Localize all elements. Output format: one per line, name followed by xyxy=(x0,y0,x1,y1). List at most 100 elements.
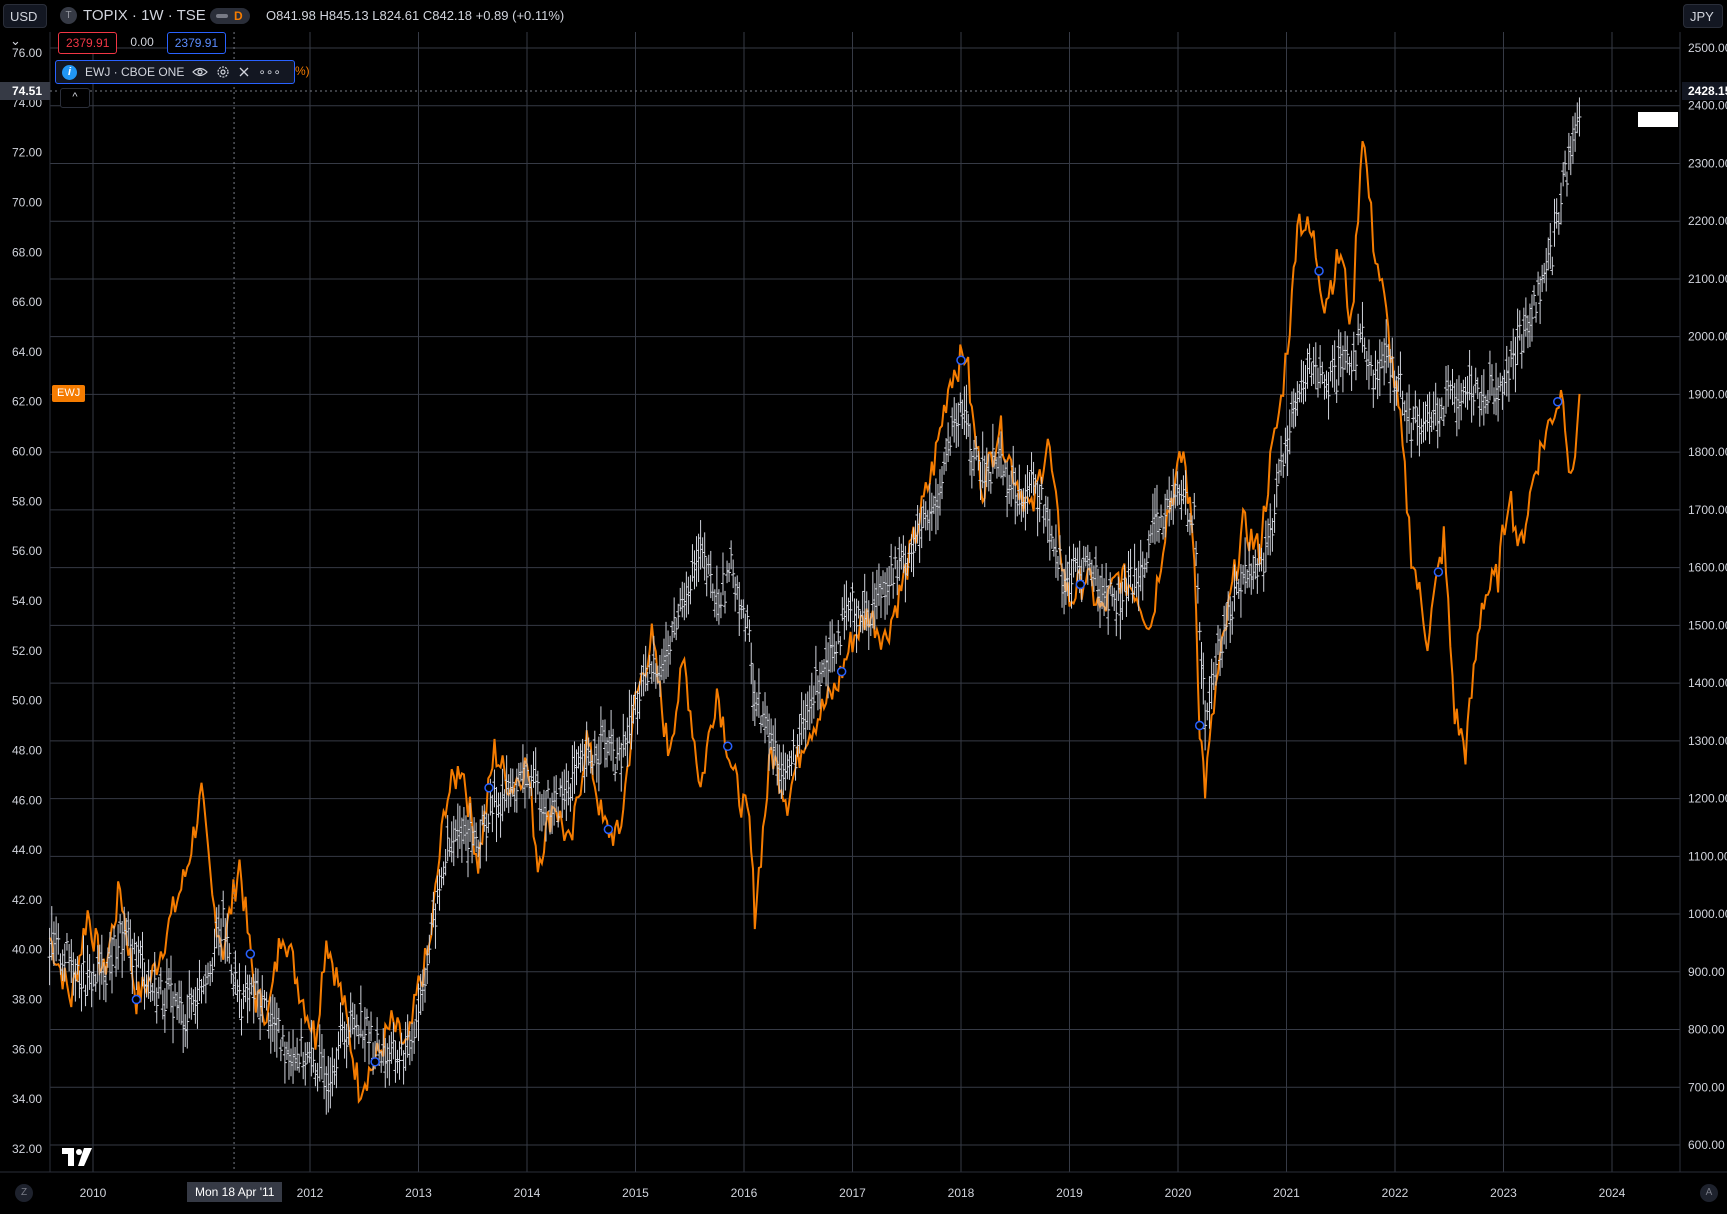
x-axis-tick-label: 2014 xyxy=(514,1186,541,1200)
left-axis-tick-label: 44.00 xyxy=(12,843,42,857)
ewj-series xyxy=(48,140,1581,1104)
x-axis-tick-label: 2023 xyxy=(1490,1186,1517,1200)
right-axis-tick-label: 1300.00 xyxy=(1688,734,1727,748)
ask-price-box[interactable]: 2379.91 xyxy=(166,32,227,54)
bid-price-box[interactable]: 2379.91 xyxy=(58,32,118,54)
right-axis-tick-label: 2100.00 xyxy=(1688,272,1727,286)
legend-label: EWJ · CBOE ONE xyxy=(85,65,185,79)
currency-selector-left[interactable]: USD ⌄ xyxy=(3,4,47,48)
crosshair xyxy=(50,32,1680,1172)
right-axis-tick-label: 1000.00 xyxy=(1688,907,1727,921)
event-marker xyxy=(836,666,847,677)
left-axis-tick-label: 72.00 xyxy=(12,146,42,160)
right-axis-tick-label: 900.00 xyxy=(1688,965,1725,979)
crosshair-right-price: 2428.15 xyxy=(1682,82,1727,100)
right-axis-tick-label: 1800.00 xyxy=(1688,445,1727,459)
symbol-title-text: TOPIX · 1W · TSE xyxy=(83,7,206,24)
x-axis-tick-label: 2016 xyxy=(731,1186,758,1200)
event-marker xyxy=(1553,396,1563,407)
right-axis-tick-label: 1500.00 xyxy=(1688,618,1727,632)
event-marker xyxy=(1314,266,1324,276)
x-axis-tick-label: 2013 xyxy=(405,1186,432,1200)
x-axis-tick-label: 2019 xyxy=(1056,1186,1083,1200)
chevron-down-icon: ⌄ xyxy=(10,33,21,48)
info-icon[interactable]: i xyxy=(62,64,77,80)
currency-selector-right[interactable]: JPY xyxy=(1683,4,1723,28)
left-axis-tick-label: 36.00 xyxy=(12,1042,42,1056)
chart-header: USD ⌄ T TOPIX · 1W · TSE D O841.98 H845.… xyxy=(0,0,1727,48)
legend-tail: %) xyxy=(295,64,310,78)
right-axis-tick-label: 2300.00 xyxy=(1688,156,1727,170)
x-axis-tick-label: 2020 xyxy=(1165,1186,1192,1200)
toggle-icon xyxy=(216,14,228,18)
left-axis-tick-label: 54.00 xyxy=(12,594,42,608)
collapse-legend-button[interactable]: ^ xyxy=(60,88,90,108)
gear-icon[interactable] xyxy=(216,65,230,79)
x-axis-tick-label: 2021 xyxy=(1273,1186,1300,1200)
event-marker xyxy=(1075,579,1086,590)
tradingview-logo[interactable] xyxy=(62,1148,94,1171)
chart-grid xyxy=(0,32,1727,1173)
event-marker xyxy=(484,783,494,793)
event-marker xyxy=(722,741,733,752)
ewj-line xyxy=(48,140,1581,1104)
left-axis-tick-label: 32.00 xyxy=(12,1142,42,1156)
left-axis-tick-label: 76.00 xyxy=(12,46,42,60)
left-axis-tick-label: 68.00 xyxy=(12,245,42,259)
ewj-legend-row[interactable]: i EWJ · CBOE ONE ∘∘∘ xyxy=(55,60,295,84)
left-axis-tick-label: 66.00 xyxy=(12,295,42,309)
right-axis-tick-label: 2500.00 xyxy=(1688,41,1727,55)
right-axis-tick-label: 2400.00 xyxy=(1688,99,1727,113)
left-axis-tick-label: 42.00 xyxy=(12,893,42,907)
symbol-title[interactable]: T TOPIX · 1W · TSE xyxy=(60,7,206,24)
left-axis-tick-label: 64.00 xyxy=(12,345,42,359)
event-marker xyxy=(603,824,614,835)
right-axis-tick-label: 1700.00 xyxy=(1688,503,1727,517)
last-price-label-box xyxy=(1638,112,1678,127)
x-axis-tick-label: 2024 xyxy=(1599,1186,1626,1200)
right-axis-tick-label: 1600.00 xyxy=(1688,561,1727,575)
left-axis-tick-label: 56.00 xyxy=(12,544,42,558)
x-axis-tick-label: 2012 xyxy=(297,1186,324,1200)
currency-label: USD xyxy=(10,9,38,24)
zoom-button[interactable]: Z xyxy=(15,1184,33,1202)
left-axis-tick-label: 58.00 xyxy=(12,494,42,508)
left-axis-tick-label: 46.00 xyxy=(12,793,42,807)
left-axis-tick-label: 60.00 xyxy=(12,445,42,459)
left-axis-tick-label: 70.00 xyxy=(12,195,42,209)
x-axis-tick-label: 2010 xyxy=(80,1186,107,1200)
event-marker xyxy=(1194,720,1205,731)
x-axis-tick-label: 2015 xyxy=(622,1186,649,1200)
left-axis-tick-label: 48.00 xyxy=(12,743,42,757)
right-axis-tick-label: 700.00 xyxy=(1688,1080,1725,1094)
ohlc-readout: O841.98 H845.13 L824.61 C842.18 +0.89 (+… xyxy=(266,8,565,23)
right-axis-tick-label: 1100.00 xyxy=(1688,849,1727,863)
left-axis-tick-label: 34.00 xyxy=(12,1092,42,1106)
auto-scale-button[interactable]: A xyxy=(1700,1184,1718,1202)
left-axis-tick-label: 38.00 xyxy=(12,993,42,1007)
eye-icon[interactable] xyxy=(192,66,209,78)
left-axis-tick-label: 62.00 xyxy=(12,395,42,409)
event-marker xyxy=(956,355,966,365)
x-axis-tick-label: 2018 xyxy=(948,1186,975,1200)
event-marker xyxy=(131,994,142,1005)
crosshair-left-price: 74.51 xyxy=(0,82,51,100)
left-axis-tick-label: 40.00 xyxy=(12,943,42,957)
ewj-last-price-tag: EWJ xyxy=(52,385,86,402)
right-axis-tick-label: 800.00 xyxy=(1688,1023,1725,1037)
more-options-icon[interactable]: ∘∘∘ xyxy=(258,65,281,79)
price-boxes: 2379.91 0.00 2379.91 xyxy=(58,32,227,54)
right-axis-tick-label: 1400.00 xyxy=(1688,676,1727,690)
left-axis-tick-label: 52.00 xyxy=(12,644,42,658)
event-markers xyxy=(131,266,1563,1067)
close-icon[interactable] xyxy=(238,66,250,78)
right-axis-tick-label: 1900.00 xyxy=(1688,387,1727,401)
event-marker xyxy=(370,1057,380,1067)
status-letter: D xyxy=(234,9,243,23)
market-status-pill[interactable]: D xyxy=(210,8,250,24)
axes: 76.0074.0072.0070.0068.0066.0064.0062.00… xyxy=(12,41,1727,1200)
x-axis-tick-label: 2022 xyxy=(1382,1186,1409,1200)
right-axis-tick-label: 1200.00 xyxy=(1688,792,1727,806)
topix-series xyxy=(47,97,1582,1115)
